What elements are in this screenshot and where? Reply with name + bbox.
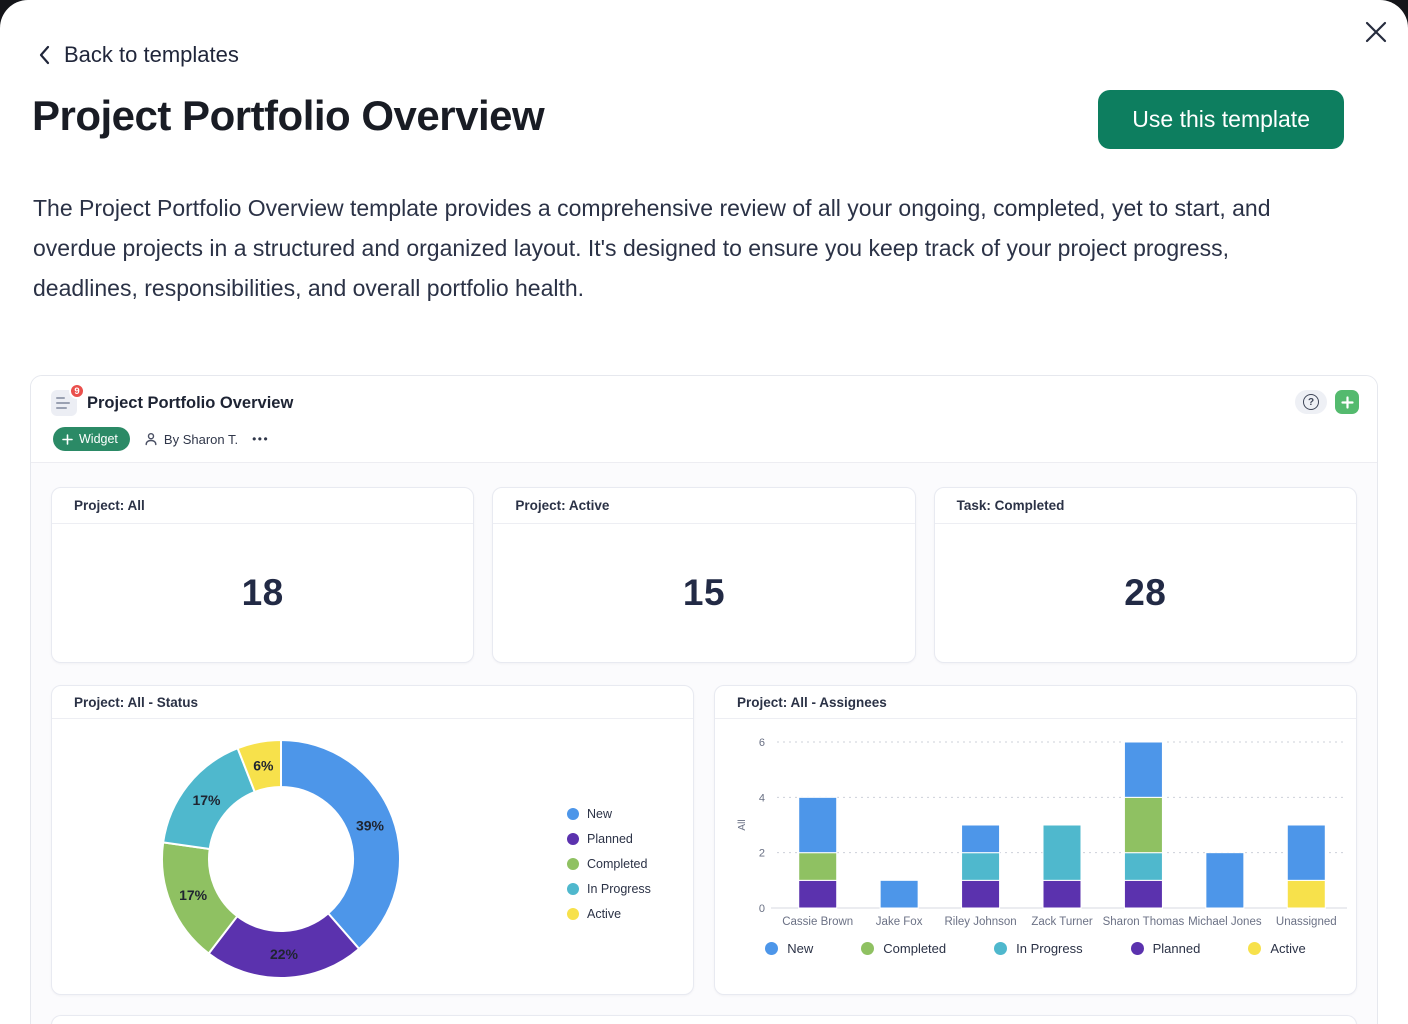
- stat-card-task-completed: Task: Completed 28: [933, 487, 1357, 663]
- back-to-templates-link[interactable]: Back to templates: [38, 42, 239, 68]
- legend-item: Active: [567, 907, 651, 921]
- svg-text:4: 4: [759, 792, 765, 804]
- template-description: The Project Portfolio Overview template …: [33, 195, 1271, 301]
- svg-text:Jake Fox: Jake Fox: [876, 916, 923, 928]
- legend-dot-icon: [567, 858, 579, 870]
- dashboard-title: Project Portfolio Overview: [87, 393, 294, 412]
- status-donut-chart-card: Project: All - Status 39% 22% 17% 17% 6% New…: [51, 685, 694, 995]
- legend-item: In Progress: [567, 882, 651, 896]
- close-button[interactable]: [1360, 16, 1392, 48]
- svg-text:17%: 17%: [179, 887, 208, 903]
- svg-text:6: 6: [759, 737, 765, 749]
- svg-text:22%: 22%: [270, 946, 299, 962]
- legend-item: In Progress: [994, 941, 1083, 956]
- widget-button-label: Widget: [79, 432, 118, 446]
- legend-dot-icon: [567, 883, 579, 895]
- bar-chart-svg: 0 2 4 6 All Cassie Brown Jake Fox Riley Johnson…: [737, 737, 1347, 928]
- legend-dot-icon: [861, 942, 875, 955]
- svg-text:All: All: [737, 819, 748, 830]
- stat-card-project-active: Project: Active 15: [492, 487, 916, 663]
- bar-chart-legend: New Completed In Progress Planned Active: [715, 941, 1356, 956]
- page-title: Project Portfolio Overview: [32, 92, 545, 139]
- svg-text:Sharon Thomas: Sharon Thomas: [1103, 916, 1185, 928]
- svg-text:Michael Jones: Michael Jones: [1188, 916, 1262, 928]
- plus-icon: [62, 433, 73, 445]
- stat-card-value: 28: [1124, 572, 1167, 613]
- svg-text:Unassigned: Unassigned: [1276, 916, 1337, 928]
- chart-title: Project: All - Assignees: [715, 686, 1356, 719]
- legend-dot-icon: [1130, 942, 1144, 955]
- svg-text:Cassie Brown: Cassie Brown: [782, 916, 853, 928]
- add-widget-button[interactable]: Widget: [53, 427, 130, 451]
- legend-item: Active: [1248, 941, 1306, 956]
- byline-label: By Sharon T.: [163, 431, 239, 447]
- legend-item: Completed: [567, 857, 651, 871]
- svg-text:39%: 39%: [356, 818, 385, 834]
- next-widget-card-partial: [51, 1015, 1357, 1024]
- stat-card-title: Project: Active: [493, 488, 915, 524]
- add-button[interactable]: [1335, 390, 1359, 414]
- legend-item: Planned: [1130, 941, 1200, 956]
- legend-item: New: [567, 807, 651, 821]
- donut-chart: 39% 22% 17% 17% 6% New Planned Completed In Pro…: [52, 719, 693, 995]
- legend-dot-icon: [567, 908, 579, 920]
- legend-item: New: [765, 941, 813, 956]
- stat-card-title: Task: Completed: [934, 488, 1356, 524]
- help-button[interactable]: ?: [1295, 390, 1327, 414]
- donut-legend: New Planned Completed In Progress Active: [567, 807, 651, 921]
- assignees-bar-chart-card: Project: All - Assignees 0 2 4 6 All Cassie B…: [714, 685, 1357, 995]
- svg-text:0: 0: [759, 903, 765, 915]
- legend-dot-icon: [765, 942, 779, 955]
- dashboard-header: 9 Project Portfolio Overview Widget By S…: [31, 376, 1377, 463]
- legend-item: Planned: [567, 832, 651, 846]
- notification-badge: 9: [69, 383, 85, 399]
- more-options-icon[interactable]: •••: [252, 432, 270, 446]
- stat-card-value: 15: [682, 572, 726, 613]
- stat-card-title: Project: All: [52, 488, 474, 524]
- svg-text:Zack Turner: Zack Turner: [1031, 916, 1093, 928]
- charts-row: Project: All - Status 39% 22% 17% 17% 6% New…: [51, 685, 1357, 995]
- stat-card-value: 18: [241, 572, 284, 613]
- dashboard-icon: 9: [51, 383, 85, 416]
- donut-chart-svg: 39% 22% 17% 17% 6%: [161, 739, 401, 979]
- legend-dot-icon: [567, 833, 579, 845]
- stat-card-project-all: Project: All 18: [51, 487, 475, 663]
- bar-chart: 0 2 4 6 All Cassie Brown Jake Fox Riley Johnson…: [715, 719, 1356, 995]
- person-icon: [145, 432, 157, 446]
- chevron-left-icon: [39, 45, 50, 65]
- chart-title: Project: All - Status: [52, 686, 693, 719]
- back-link-label: Back to templates: [64, 42, 239, 67]
- help-icon: ?: [1303, 394, 1319, 410]
- svg-text:2: 2: [759, 848, 765, 860]
- legend-dot-icon: [994, 942, 1008, 955]
- dashboard-preview: 9 Project Portfolio Overview Widget By S…: [30, 375, 1378, 1024]
- dashboard-body: Project: All 18 Project: Active 15 Task:…: [31, 463, 1377, 1024]
- legend-dot-icon: [1248, 942, 1262, 955]
- plus-icon: [1340, 395, 1354, 409]
- legend-dot-icon: [567, 808, 579, 820]
- svg-text:Riley Johnson: Riley Johnson: [944, 916, 1016, 928]
- stats-row: Project: All 18 Project: Active 15 Task:…: [51, 487, 1357, 663]
- close-icon: [1365, 21, 1387, 43]
- use-template-button[interactable]: Use this template: [1098, 90, 1344, 149]
- svg-text:6%: 6%: [253, 758, 274, 774]
- svg-text:17%: 17%: [192, 792, 221, 808]
- dashboard-byline: By Sharon T.: [144, 432, 238, 447]
- legend-item: Completed: [861, 941, 946, 956]
